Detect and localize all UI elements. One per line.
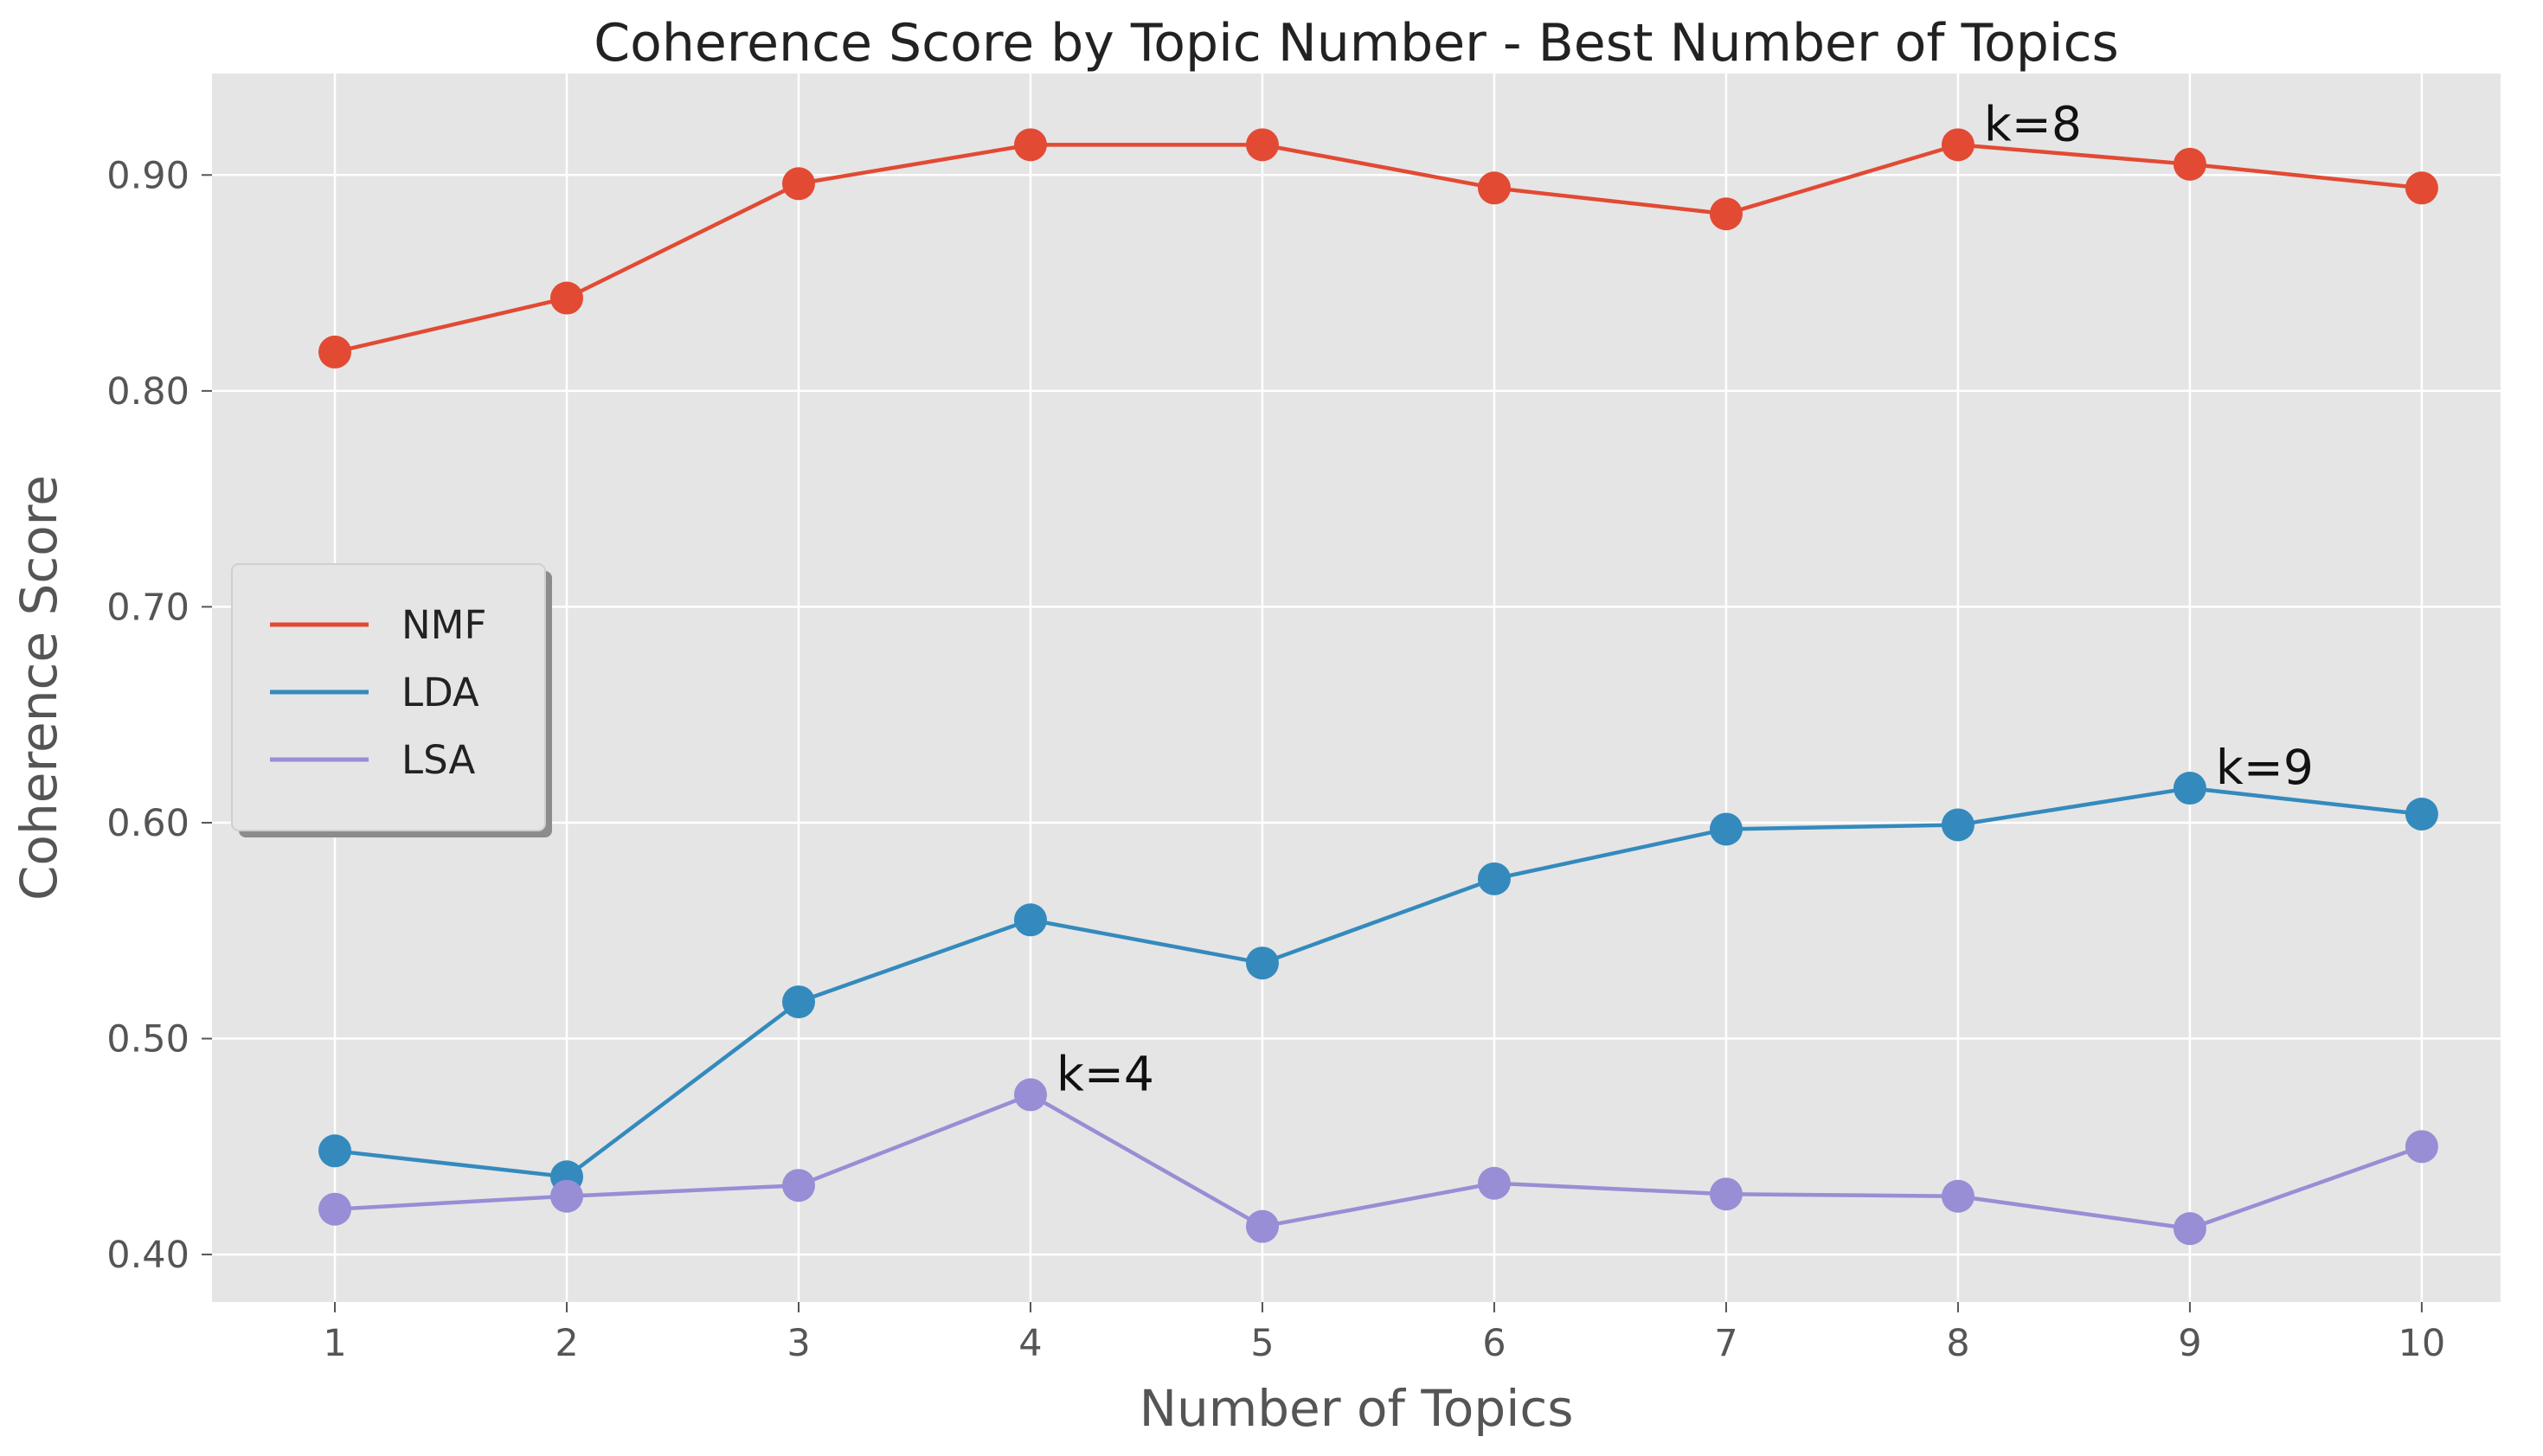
data-point-lsa <box>1477 1166 1511 1200</box>
data-point-lsa <box>1941 1179 1975 1213</box>
data-point-lda <box>2173 772 2206 805</box>
chart-title: Coherence Score by Topic Number - Best N… <box>594 13 2119 74</box>
data-point-nmf <box>781 167 815 201</box>
annotation-label: k=9 <box>2216 740 2314 795</box>
legend: NMF LDA LSA <box>231 563 552 837</box>
series-line-lsa <box>332 1093 2424 1231</box>
data-point-nmf <box>550 281 584 315</box>
data-point-lsa <box>550 1179 584 1213</box>
series-lsa <box>318 1078 2438 1246</box>
data-point-lsa <box>2173 1212 2206 1246</box>
data-point-lsa <box>781 1169 815 1203</box>
data-point-nmf <box>1709 197 1743 231</box>
x-axis-label: Number of Topics <box>1140 1379 1574 1438</box>
data-point-lsa <box>1709 1177 1743 1211</box>
data-point-lda <box>1013 903 1047 937</box>
data-point-lda <box>1477 862 1511 895</box>
data-point-lda <box>2405 797 2438 831</box>
y-axis-label: Coherence Score <box>10 475 68 901</box>
data-point-lsa <box>1013 1078 1047 1112</box>
data-point-lda <box>1941 808 1975 842</box>
data-point-lsa <box>318 1192 352 1226</box>
x-tick-label: 3 <box>787 1322 810 1365</box>
data-point-lda <box>1245 946 1279 980</box>
y-tick-label: 0.50 <box>106 1018 189 1062</box>
legend-item-nmf: NMF <box>270 602 486 648</box>
x-tick-label: 1 <box>323 1322 346 1365</box>
series-line-lda <box>332 786 2424 1179</box>
data-point-lda <box>1709 812 1743 846</box>
data-point-lda <box>318 1134 352 1168</box>
series-nmf <box>318 128 2438 369</box>
y-tick-label: 0.40 <box>106 1234 189 1277</box>
data-point-nmf <box>318 335 352 369</box>
data-point-nmf <box>2405 171 2438 205</box>
legend-label: LSA <box>401 737 475 783</box>
x-tick-label: 9 <box>2178 1322 2201 1365</box>
grid-lines <box>212 74 2501 1302</box>
y-tick-label: 0.80 <box>106 370 189 414</box>
x-tick-label: 7 <box>1714 1322 1737 1365</box>
annotations: k=8 k=9 k=4 <box>1056 96 2314 1101</box>
annotation-label: k=4 <box>1056 1046 1154 1101</box>
data-point-nmf <box>1477 171 1511 205</box>
legend-label: LDA <box>401 670 479 715</box>
y-tick-label: 0.90 <box>106 154 189 197</box>
series-line-nmf <box>332 143 2424 355</box>
data-point-nmf <box>2173 147 2206 181</box>
y-tick-label: 0.60 <box>106 802 189 845</box>
x-tick-label: 2 <box>555 1322 578 1365</box>
tick-labels: 1 2 3 4 5 6 7 8 9 10 0.40 0.50 0.60 0.70 0.80 0.90 <box>106 154 2445 1365</box>
series-layer <box>318 128 2438 1246</box>
data-point-nmf <box>1941 128 1975 162</box>
data-point-nmf <box>1013 128 1047 162</box>
x-tick-label: 10 <box>2399 1322 2446 1365</box>
legend-item-lsa: LSA <box>270 737 475 783</box>
x-tick-label: 8 <box>1946 1322 1969 1365</box>
data-point-lsa <box>1245 1209 1279 1243</box>
data-point-lda <box>781 985 815 1019</box>
x-tick-label: 5 <box>1250 1322 1274 1365</box>
legend-items: NMF LDA LSA <box>270 602 486 783</box>
data-point-nmf <box>1245 128 1279 162</box>
annotation-label: k=8 <box>1984 96 2082 151</box>
x-tick-label: 6 <box>1482 1322 1506 1365</box>
plot-area <box>212 74 2501 1302</box>
legend-box <box>231 563 546 831</box>
x-tick-label: 4 <box>1018 1322 1042 1365</box>
data-point-lsa <box>2405 1130 2438 1164</box>
legend-item-lda: LDA <box>270 670 479 715</box>
legend-label: NMF <box>401 602 486 648</box>
y-tick-label: 0.70 <box>106 586 189 629</box>
